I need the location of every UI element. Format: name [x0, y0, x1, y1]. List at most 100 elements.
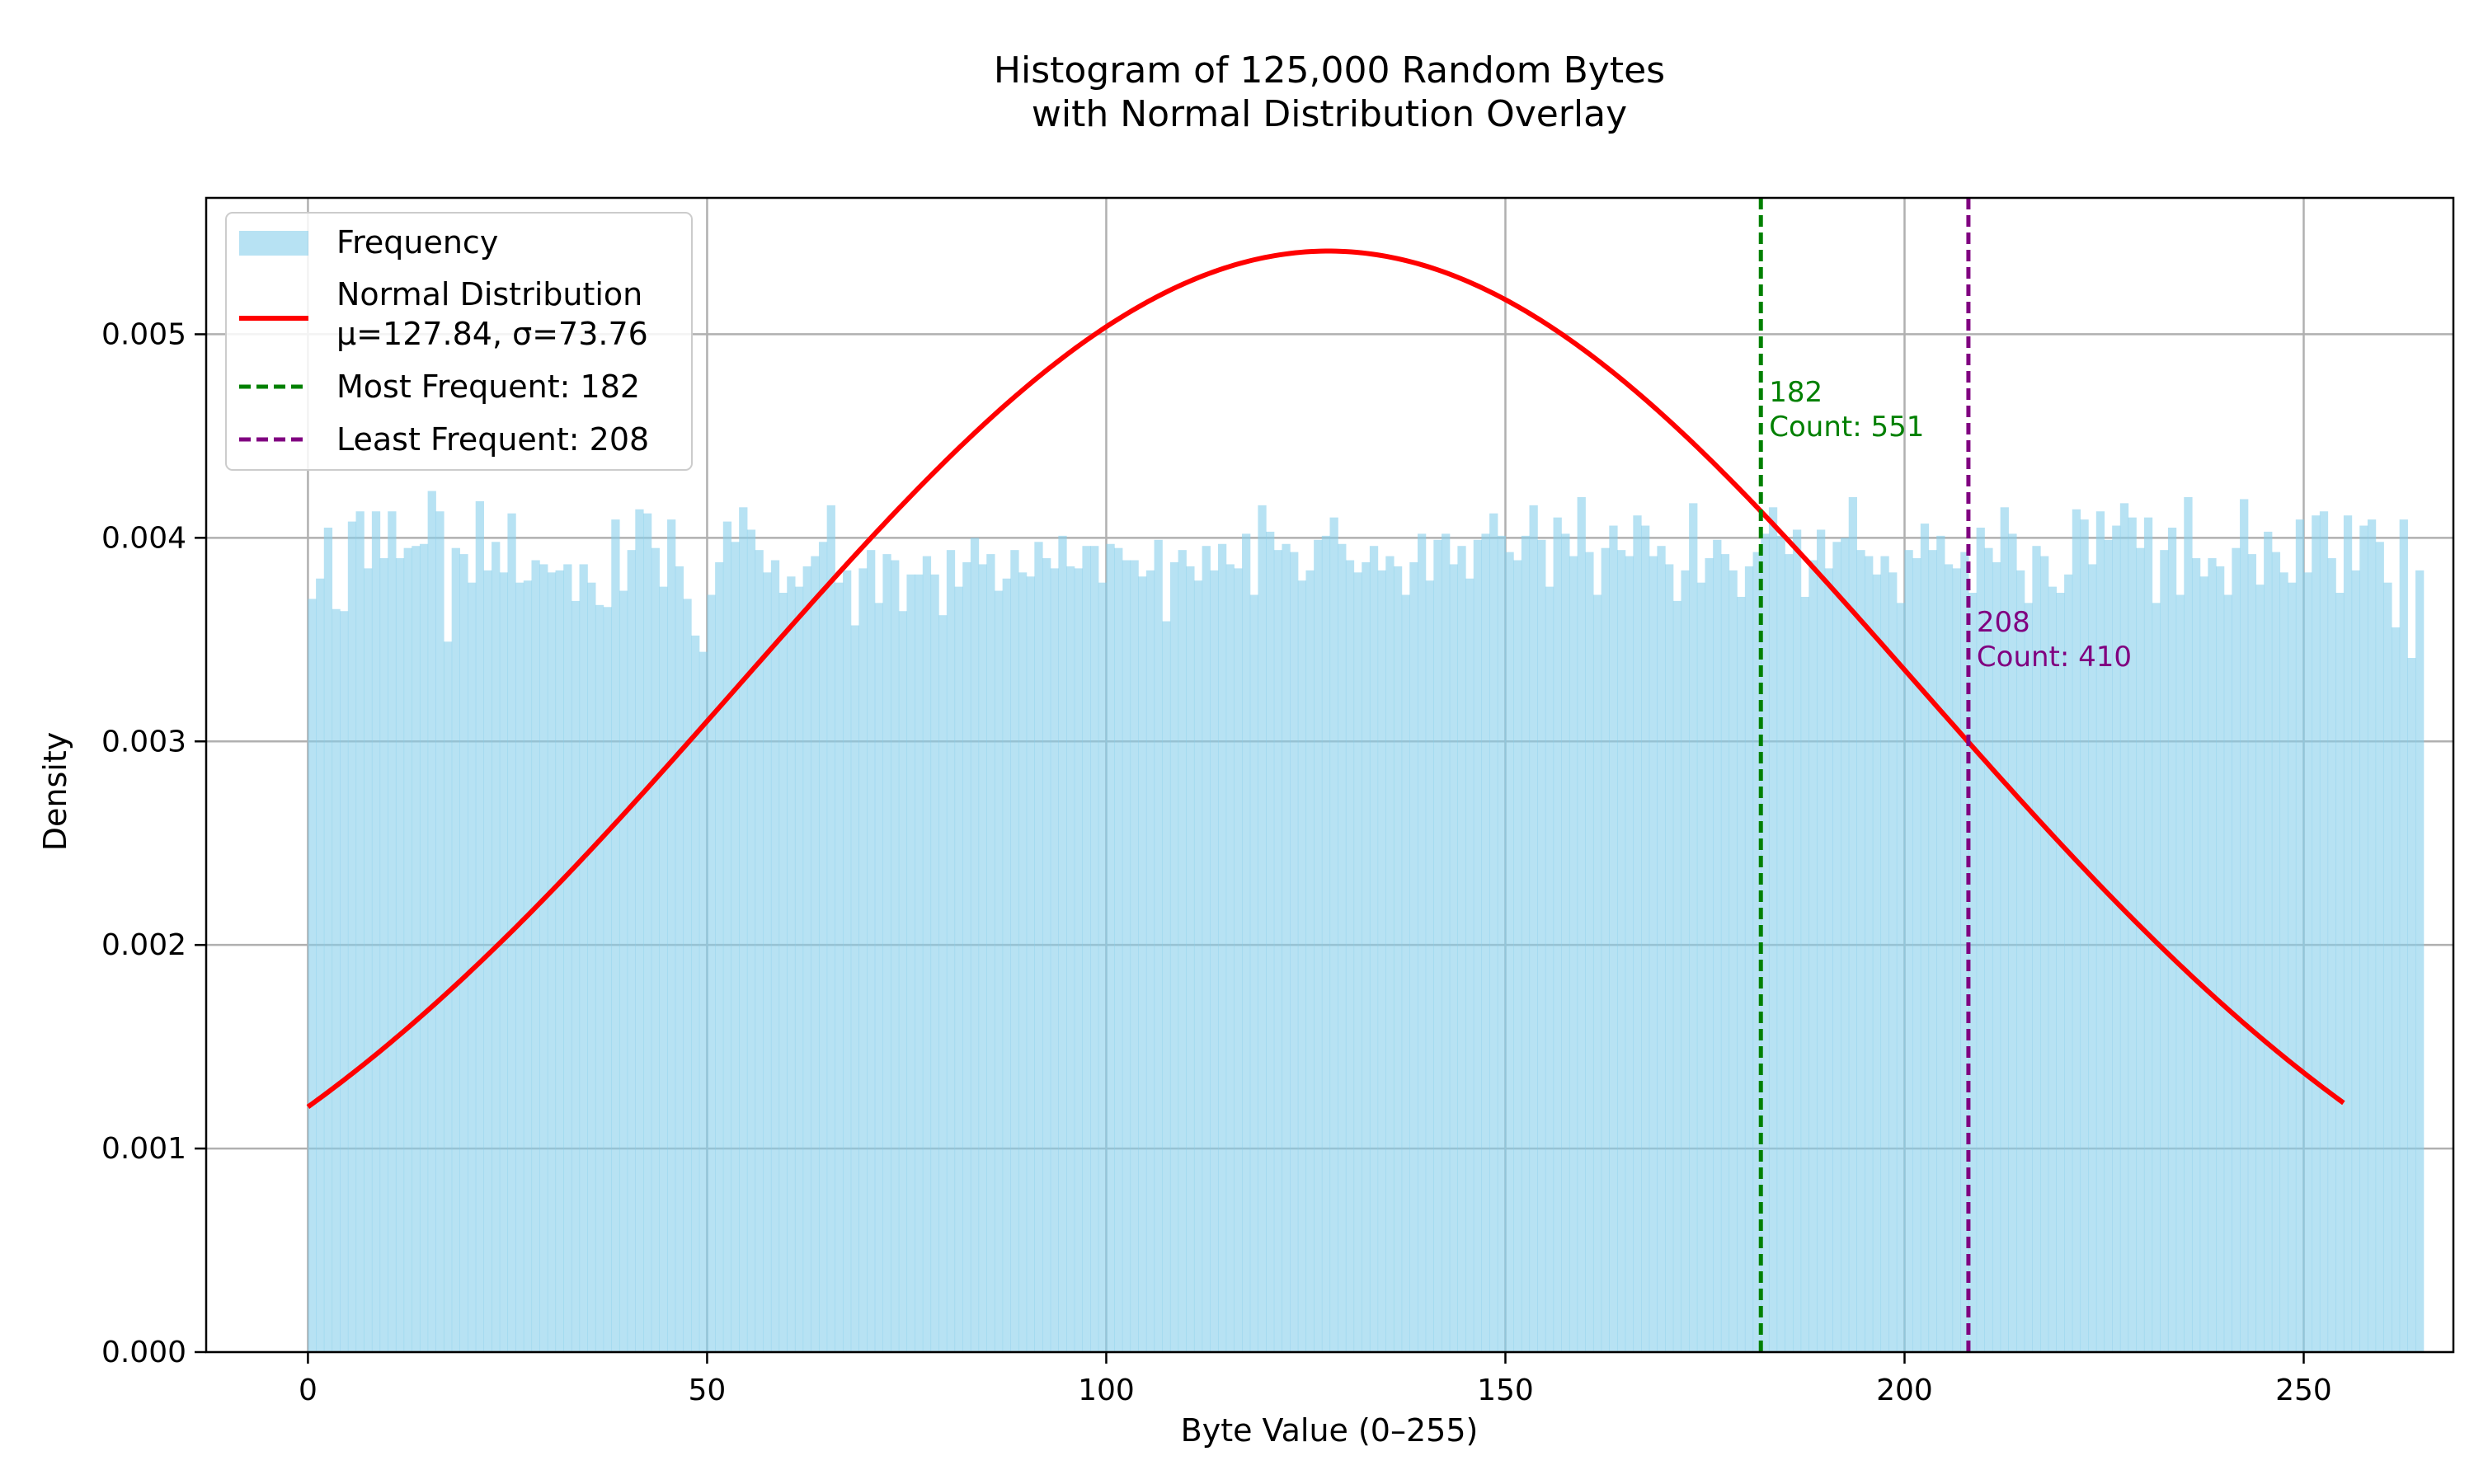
histogram-bar: [323, 528, 333, 1352]
histogram-bar: [1034, 542, 1043, 1352]
histogram-bar: [755, 550, 764, 1352]
marker-annotation: 182 Count: 551: [1769, 376, 1924, 444]
histogram-bar: [763, 572, 772, 1352]
histogram-bar: [1154, 539, 1163, 1352]
histogram-bar: [1489, 513, 1498, 1352]
histogram-bar: [1002, 578, 1011, 1352]
histogram-bar: [850, 625, 859, 1352]
histogram-bar: [915, 574, 924, 1352]
histogram-bar: [2240, 499, 2249, 1352]
histogram-bar: [308, 599, 317, 1352]
histogram-bar: [1729, 570, 1738, 1352]
histogram-bar: [2080, 519, 2089, 1352]
histogram-bar: [1098, 582, 1108, 1352]
histogram-bar: [1202, 546, 1211, 1352]
histogram-bar: [2016, 570, 2025, 1352]
histogram-bar: [1785, 554, 1794, 1352]
histogram-bar: [2335, 593, 2345, 1352]
histogram-bar: [1282, 543, 1291, 1352]
histogram-bar: [379, 558, 388, 1352]
histogram-bar: [1169, 561, 1179, 1352]
histogram-bar: [1761, 533, 1770, 1352]
histogram-bar: [1752, 552, 1761, 1352]
histogram-bar: [2223, 594, 2232, 1352]
histogram-bar: [938, 615, 948, 1352]
legend-swatch-frequency: [239, 231, 308, 256]
y-tick-label: 0.003: [101, 725, 186, 758]
histogram-bar: [1505, 552, 1514, 1352]
histogram-bar: [475, 500, 484, 1352]
histogram-bar: [1904, 550, 1913, 1352]
histogram-bar: [1114, 547, 1123, 1352]
histogram-bar: [1273, 550, 1283, 1352]
histogram-bar: [395, 558, 405, 1352]
histogram-bar: [347, 521, 357, 1352]
histogram-bar: [1449, 564, 1458, 1352]
histogram-bar: [1657, 546, 1666, 1352]
histogram-bar: [1952, 568, 1961, 1352]
histogram-bar: [611, 519, 620, 1352]
histogram-bar: [1696, 582, 1706, 1352]
histogram-bar: [2152, 603, 2161, 1352]
histogram-bar: [1473, 539, 1483, 1352]
marker-lines: 182 Count: 551 208 Count: 410: [1758, 198, 2132, 1352]
histogram-bar: [1592, 594, 1602, 1352]
histogram-bar: [675, 566, 684, 1352]
histogram-bar: [419, 543, 429, 1352]
legend-label-least-frequent: Least Frequent: 208: [336, 421, 649, 458]
histogram-bar: [2056, 593, 2065, 1352]
histogram-bar: [1345, 560, 1355, 1352]
histogram-bar: [1513, 560, 1522, 1352]
histogram-bar: [1928, 550, 1937, 1352]
histogram-bar: [2024, 603, 2033, 1352]
histogram-bar: [1425, 580, 1434, 1352]
histogram-bar: [2175, 594, 2185, 1352]
histogram-bar: [978, 564, 987, 1352]
histogram-bar: [1329, 517, 1338, 1352]
histogram-bar: [642, 513, 652, 1352]
histogram-bar: [1465, 578, 1475, 1352]
histogram-bar: [722, 521, 732, 1352]
histogram-bar: [1841, 538, 1850, 1352]
histogram-bar: [946, 550, 956, 1352]
histogram-bar: [1968, 593, 1978, 1352]
histogram-bar: [1545, 586, 1554, 1352]
x-tick-label: 150: [1477, 1374, 1534, 1407]
histogram-bar: [2000, 507, 2009, 1353]
histogram-bar: [2351, 570, 2360, 1352]
y-tick-label: 0.002: [101, 928, 186, 962]
histogram-bar: [523, 580, 533, 1352]
histogram-bar: [1305, 570, 1315, 1352]
histogram-bar: [2343, 515, 2353, 1352]
y-tick-label: 0.000: [101, 1336, 186, 1369]
histogram-bar: [412, 546, 421, 1352]
histogram-bar: [1010, 550, 1019, 1352]
histogram-bar: [1920, 524, 1930, 1352]
histogram-bar: [388, 511, 397, 1352]
histogram-bar: [515, 582, 524, 1352]
histogram-bar: [770, 560, 780, 1352]
histogram-bar: [1122, 560, 1131, 1352]
histogram-bar: [595, 604, 604, 1352]
histogram-bar: [635, 509, 644, 1352]
histogram-bar: [1377, 570, 1386, 1352]
histogram-bar: [340, 611, 349, 1352]
histogram-bar: [1409, 561, 1418, 1352]
histogram-bar: [1082, 546, 1091, 1352]
histogram-bar: [698, 651, 708, 1352]
histogram-bar: [707, 594, 716, 1352]
histogram-bar: [1249, 594, 1258, 1352]
histogram-bar: [2271, 552, 2281, 1352]
histogram-bar: [1625, 556, 1634, 1352]
histogram-bar: [1792, 529, 1802, 1352]
histogram-bar: [2088, 564, 2097, 1352]
histogram-bar: [1130, 560, 1139, 1352]
histogram-bar: [2264, 531, 2273, 1352]
histogram-bar: [555, 570, 564, 1352]
histogram-bars: [308, 491, 2425, 1353]
histogram-bar: [746, 529, 756, 1352]
histogram-bar: [1186, 566, 1195, 1352]
histogram-bar: [1984, 547, 1993, 1352]
